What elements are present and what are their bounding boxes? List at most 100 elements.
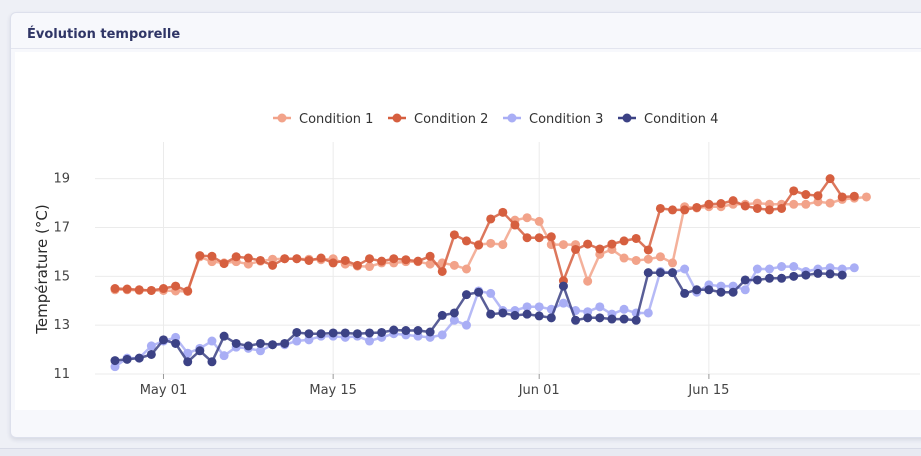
data-point bbox=[655, 268, 665, 278]
data-point bbox=[231, 338, 241, 348]
data-point bbox=[340, 255, 350, 265]
data-point bbox=[425, 327, 435, 337]
data-point bbox=[365, 336, 375, 346]
data-point bbox=[437, 266, 447, 276]
data-point bbox=[413, 256, 423, 266]
data-point bbox=[268, 260, 278, 270]
data-point bbox=[461, 264, 471, 274]
data-point bbox=[510, 310, 520, 320]
data-point bbox=[486, 288, 496, 298]
data-point bbox=[522, 302, 532, 312]
data-point bbox=[401, 326, 411, 336]
data-point bbox=[401, 255, 411, 265]
data-point bbox=[534, 302, 544, 312]
data-point bbox=[158, 335, 168, 345]
data-point bbox=[668, 205, 678, 215]
plot-area: 11 13 15 17 19 May 01 May 15 Jun 01 Jun 15 Condi… bbox=[15, 52, 921, 410]
data-point bbox=[837, 192, 847, 202]
data-point bbox=[377, 327, 387, 337]
data-point bbox=[389, 325, 399, 335]
data-point bbox=[365, 254, 375, 264]
data-point bbox=[292, 254, 302, 264]
data-point bbox=[195, 251, 205, 261]
data-point bbox=[146, 341, 156, 351]
data-point bbox=[789, 199, 799, 209]
data-point bbox=[377, 256, 387, 266]
data-point bbox=[219, 331, 229, 341]
data-point bbox=[716, 199, 726, 209]
data-point bbox=[413, 326, 423, 336]
legend-item-1[interactable]: Condition 1 bbox=[273, 112, 373, 127]
data-point bbox=[231, 252, 241, 262]
data-point bbox=[474, 287, 484, 297]
data-point bbox=[571, 315, 581, 325]
data-point bbox=[740, 201, 750, 211]
data-point bbox=[740, 275, 750, 285]
data-point bbox=[680, 288, 690, 298]
data-point bbox=[134, 353, 144, 363]
series-2 bbox=[110, 174, 859, 296]
data-point bbox=[752, 264, 762, 274]
data-point bbox=[534, 311, 544, 321]
data-point bbox=[680, 205, 690, 215]
data-point bbox=[207, 251, 217, 261]
data-point bbox=[849, 191, 859, 201]
data-point bbox=[437, 310, 447, 320]
y-axis-label: Température (°C) bbox=[33, 204, 51, 334]
x-tick-label: Jun 15 bbox=[687, 383, 729, 398]
data-point bbox=[534, 216, 544, 226]
x-tick-label: May 01 bbox=[140, 383, 188, 398]
legend-item-4[interactable]: Condition 4 bbox=[618, 112, 718, 127]
data-point bbox=[764, 264, 774, 274]
data-point bbox=[583, 313, 593, 323]
data-point bbox=[146, 285, 156, 295]
data-point bbox=[486, 309, 496, 319]
data-point bbox=[425, 251, 435, 261]
data-point bbox=[631, 233, 641, 243]
legend-swatch-marker bbox=[392, 113, 402, 123]
data-point bbox=[546, 232, 556, 242]
data-point bbox=[825, 174, 835, 184]
data-point bbox=[207, 357, 217, 367]
data-point bbox=[280, 254, 290, 264]
data-point bbox=[316, 253, 326, 263]
data-point bbox=[243, 341, 253, 351]
data-point bbox=[510, 220, 520, 230]
data-point bbox=[668, 268, 678, 278]
data-point bbox=[461, 320, 471, 330]
data-point bbox=[171, 338, 181, 348]
data-point bbox=[546, 313, 556, 323]
x-tick-label: May 15 bbox=[309, 383, 357, 398]
data-point bbox=[643, 308, 653, 318]
data-point bbox=[655, 203, 665, 213]
data-point bbox=[340, 328, 350, 338]
data-point bbox=[728, 196, 738, 206]
y-tick-label: 17 bbox=[53, 220, 70, 235]
x-tick-label: Jun 01 bbox=[518, 383, 560, 398]
data-point bbox=[643, 268, 653, 278]
data-point bbox=[619, 304, 629, 314]
data-point bbox=[486, 238, 496, 248]
data-point bbox=[183, 348, 193, 358]
data-point bbox=[498, 308, 508, 318]
legend-label: Condition 1 bbox=[299, 112, 373, 127]
legend-label: Condition 3 bbox=[529, 112, 603, 127]
legend-item-2[interactable]: Condition 2 bbox=[388, 112, 488, 127]
legend-item-3[interactable]: Condition 3 bbox=[503, 112, 603, 127]
data-point bbox=[631, 255, 641, 265]
data-point bbox=[255, 338, 265, 348]
data-point bbox=[825, 198, 835, 208]
data-point bbox=[764, 205, 774, 215]
data-point bbox=[801, 270, 811, 280]
data-point bbox=[558, 298, 568, 308]
data-point bbox=[195, 346, 205, 356]
data-point bbox=[268, 340, 278, 350]
data-point bbox=[643, 245, 653, 255]
data-point bbox=[643, 254, 653, 264]
panel-header: Évolution temporelle bbox=[11, 13, 921, 49]
legend-label: Condition 4 bbox=[644, 112, 718, 127]
data-point bbox=[680, 264, 690, 274]
data-point bbox=[255, 255, 265, 265]
data-point bbox=[146, 349, 156, 359]
data-point bbox=[619, 236, 629, 246]
